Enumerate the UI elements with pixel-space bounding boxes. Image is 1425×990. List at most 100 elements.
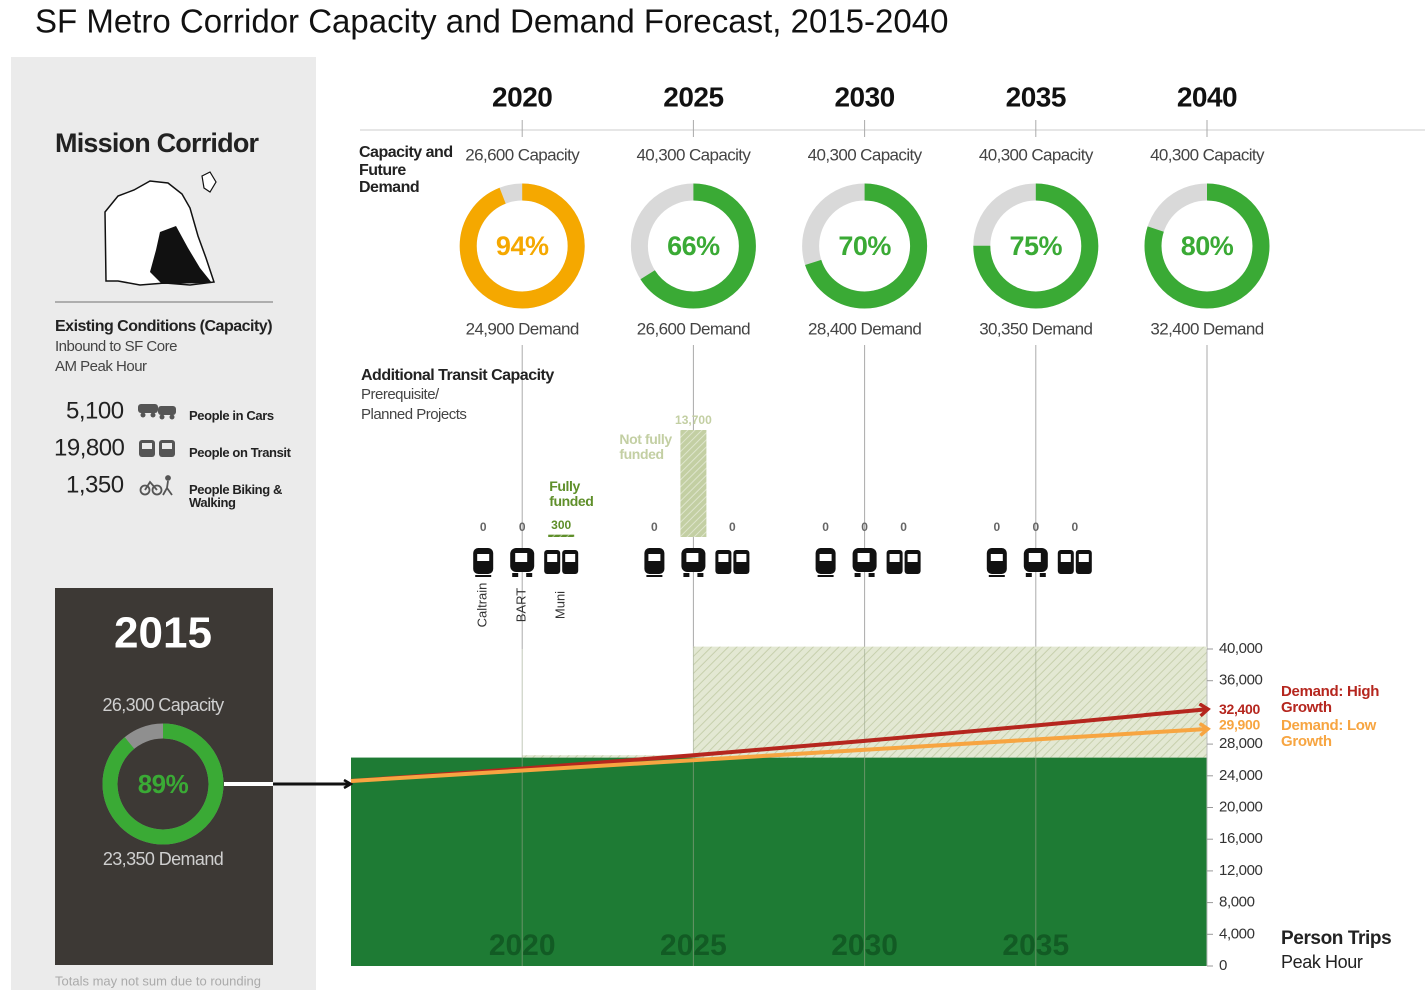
project-value: 0 (993, 520, 1000, 534)
caltrain-icon (644, 548, 665, 577)
muni-icon (886, 550, 921, 574)
label-bg (973, 319, 1098, 341)
icon-part (686, 553, 699, 562)
icon-part (1039, 573, 1046, 577)
capacity-step (693, 646, 1207, 758)
project-value: 0 (1071, 520, 1078, 534)
demand-label: 28,400 Demand (808, 319, 921, 338)
year-heading: 2035 (1006, 81, 1066, 112)
demand-label: 24,900 Demand (466, 319, 579, 338)
project-value: 0 (729, 520, 736, 534)
legend-entry: Demand: High Growth (1281, 683, 1380, 716)
label-bg (631, 319, 756, 341)
y-tick-label: 20,000 (1219, 798, 1263, 815)
bart-icon (1023, 548, 1048, 577)
base-demand: 23,350 Demand (103, 849, 223, 869)
row-label: Capacity and Future Demand (359, 144, 453, 197)
bart-icon (510, 548, 535, 577)
capacity-label: 40,300 Capacity (636, 145, 751, 164)
caltrain-icon (815, 548, 836, 577)
projects-subtitle: Prerequisite/ (361, 386, 439, 403)
donut-value (973, 183, 1099, 309)
label-bg (1145, 319, 1269, 341)
muni-icon (1057, 550, 1092, 574)
icon-part (565, 554, 576, 562)
project-note: Fully funded (549, 477, 594, 510)
demand-label: 32,400 Demand (1150, 319, 1263, 338)
y-axis-sublabel: Peak Hour (1281, 952, 1363, 972)
projects-subtitle: Planned Projects (361, 406, 467, 423)
icon-part (988, 575, 1005, 577)
capacity-label: 40,300 Capacity (808, 145, 923, 164)
project-value: 0 (480, 520, 487, 534)
x-tick-label: 2035 (1002, 929, 1069, 962)
project-value: 0 (519, 520, 526, 534)
label-bg (802, 319, 927, 341)
capacity-base (351, 757, 1207, 966)
icon-part (718, 554, 729, 562)
donut-percent: 66% (667, 231, 720, 261)
icon-part (477, 554, 490, 561)
donut-value (102, 723, 224, 845)
bike-walk-icon (139, 475, 173, 496)
capacity-label: 40,300 Capacity (979, 145, 1094, 164)
icon-part (697, 573, 704, 577)
year-heading: 2025 (663, 81, 723, 112)
mode-value: 19,800 (54, 434, 125, 461)
icon-part (683, 573, 690, 577)
donut-value (802, 183, 928, 309)
page-title: SF Metro Corridor Capacity and Demand Fo… (35, 3, 948, 40)
corridor-map (104, 171, 217, 286)
icon-part (854, 573, 861, 577)
y-tick-label: 36,000 (1219, 672, 1263, 689)
icon-part (648, 554, 661, 561)
y-tick-label: 24,000 (1219, 767, 1263, 784)
icon-part (547, 554, 558, 562)
icon-part (857, 553, 870, 562)
muni-icon (715, 550, 750, 574)
icon-part (736, 554, 747, 562)
caltrain-icon (986, 548, 1007, 577)
bar-hatch (680, 430, 707, 537)
donut-value (459, 183, 585, 309)
icon-part (526, 573, 533, 577)
y-tick-label: 16,000 (1219, 830, 1263, 847)
demand-label: 26,600 Demand (637, 319, 750, 338)
transit-icon (139, 440, 175, 457)
project-value: 300 (551, 518, 571, 532)
icon-part (1078, 554, 1089, 562)
y-tick-label: 0 (1219, 957, 1227, 974)
bart-icon (681, 548, 706, 577)
corridor-heading: Mission Corridor (55, 128, 260, 158)
donut-percent: 75% (1010, 231, 1063, 261)
icon-part (817, 575, 834, 577)
icon-part (889, 554, 900, 562)
icon-part (1025, 573, 1032, 577)
icon-part (646, 575, 663, 577)
x-tick-label: 2030 (831, 929, 898, 962)
icon-part (990, 554, 1003, 561)
map-corridor (150, 226, 212, 284)
base-year: 2015 (114, 609, 212, 658)
project-value: 0 (1032, 520, 1039, 534)
project-value: 0 (861, 520, 868, 534)
year-heading: 2020 (492, 81, 552, 112)
demand-label: 30,350 Demand (979, 319, 1092, 338)
project-value: 13,700 (675, 413, 712, 427)
bar-hatch (548, 534, 575, 537)
label-bg (1216, 721, 1270, 738)
icon-part (907, 554, 918, 562)
donut-value (1144, 183, 1270, 309)
mode-name: Muni (553, 591, 568, 619)
donut-percent: 94% (496, 231, 549, 261)
mode-label: People in Cars (189, 408, 274, 423)
mode-name: Caltrain (475, 583, 490, 628)
end-value-label: 32,400 (1219, 701, 1261, 717)
project-value: 0 (822, 520, 829, 534)
capacity-label: 26,600 Capacity (465, 145, 580, 164)
icon-part (1060, 554, 1071, 562)
donut-percent: 80% (1181, 231, 1234, 261)
donut-value (630, 183, 756, 309)
muni-icon (544, 550, 579, 574)
mode-value: 1,350 (66, 471, 124, 498)
